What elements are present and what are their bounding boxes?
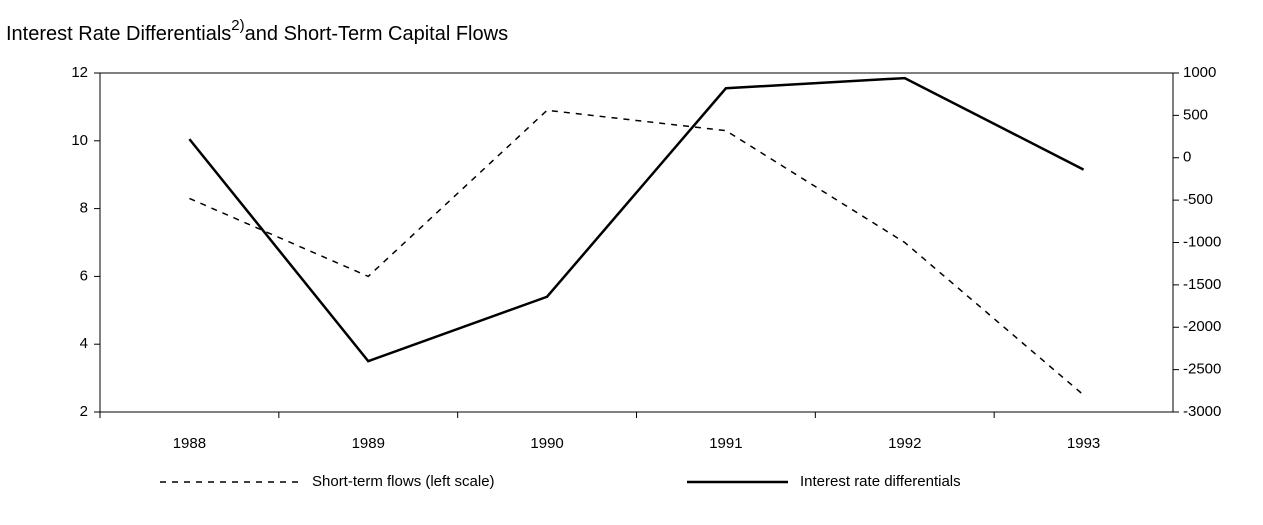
y2-tick-label: -2000 — [1183, 318, 1221, 335]
y2-tick-label: -500 — [1183, 191, 1213, 208]
y-tick-label: 6 — [80, 267, 88, 284]
x-tick-label: 1992 — [888, 435, 921, 452]
y2-tick-label: -1000 — [1183, 233, 1221, 250]
series-line — [188, 76, 1085, 363]
y-tick-label: 10 — [71, 132, 88, 149]
plot-frame — [99, 72, 1174, 413]
y-tick-label: 12 — [71, 64, 88, 81]
y2-tick-label: 0 — [1183, 149, 1191, 166]
legend-label: Short-term flows (left scale) — [312, 473, 495, 490]
chart-title: Interest Rate Differentials2)and Short-T… — [6, 17, 508, 45]
x-tick-label: 1991 — [709, 435, 742, 452]
legend-label: Interest rate differentials — [800, 473, 961, 490]
x-tick-label: 1993 — [1067, 435, 1100, 452]
y2-tick-label: -2500 — [1183, 361, 1221, 378]
x-tick-label: 1988 — [173, 435, 206, 452]
title-note: 2) — [231, 17, 244, 34]
y2-tick-label: 1000 — [1183, 64, 1216, 81]
title-rest: and Short-Term Capital Flows — [245, 23, 508, 45]
title-main: Interest Rate Differentials — [6, 23, 231, 45]
y2-tick-label: 500 — [1183, 106, 1208, 123]
x-tick-label: 1989 — [352, 435, 385, 452]
series-line — [189, 109, 1085, 396]
y-tick-label: 8 — [80, 200, 88, 217]
y2-tick-label: -1500 — [1183, 276, 1221, 293]
y-tick-label: 4 — [80, 335, 88, 352]
y2-tick-label: -3000 — [1183, 403, 1221, 420]
x-tick-label: 1990 — [530, 435, 563, 452]
y-tick-label: 2 — [80, 403, 88, 420]
